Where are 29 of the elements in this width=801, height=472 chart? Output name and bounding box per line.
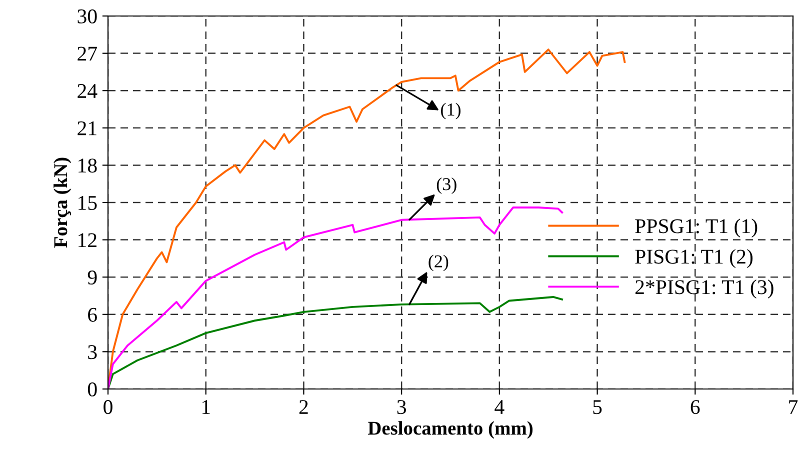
legend-label: 2*PISG1: T1 (3) (635, 280, 774, 298)
annotation: (2) (428, 254, 448, 272)
y-tick-label: 9 (88, 270, 97, 285)
y-tick-label: 0 (88, 382, 97, 396)
annotation: (1) (441, 102, 460, 120)
legend-label: PISG1: T1 (2) (635, 249, 753, 268)
x-axis-title: Deslocamento (mm) (368, 421, 533, 439)
x-tick-label: 2 (299, 400, 308, 414)
x-tick-label: 1 (202, 400, 210, 414)
y-tick-label: 6 (88, 308, 97, 322)
line-series (108, 296, 564, 389)
y-tick-label: 3 (88, 345, 97, 360)
x-tick-label: 0 (104, 400, 112, 414)
y-tick-label: 21 (78, 121, 96, 136)
annotation: (3) (436, 178, 456, 194)
y-tick-label: 18 (78, 158, 97, 173)
legend-label: PPSG1: T1 (1) (635, 218, 758, 238)
x-tick-label: 4 (494, 400, 504, 414)
x-tick-label: 7 (789, 400, 798, 414)
x-tick-label: 3 (397, 400, 406, 414)
y-tick-label: 12 (78, 233, 96, 248)
y-tick-label: 30 (78, 9, 97, 24)
x-tick-label: 6 (690, 400, 700, 414)
x-tick-label: 5 (593, 400, 602, 414)
y-tick-label: 15 (78, 196, 97, 210)
y-tick-label: 24 (78, 84, 98, 98)
line-series (108, 206, 564, 389)
y-axis-title: Força (kN) (54, 158, 72, 248)
y-tick-label: 27 (78, 46, 97, 61)
